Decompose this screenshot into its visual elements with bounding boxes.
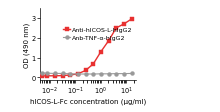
X-axis label: hICOS-L-Fc concentration (μg/ml): hICOS-L-Fc concentration (μg/ml) (30, 97, 146, 104)
Anti-hICOS-L-hIgG2 (61, 75, 64, 77)
Anb-TNF-α-hIgG2 (61, 73, 64, 74)
Anti-hICOS-L-hIgG2 (69, 75, 72, 76)
Anti-hICOS-L-hIgG2 (92, 64, 95, 65)
Anb-TNF-α-hIgG2 (46, 73, 48, 74)
Line: Anb-TNF-α-hIgG2: Anb-TNF-α-hIgG2 (40, 71, 134, 76)
Anti-hICOS-L-hIgG2 (84, 70, 87, 71)
Anti-hICOS-L-hIgG2 (46, 75, 48, 77)
Anti-hICOS-L-hIgG2 (107, 41, 110, 42)
Anti-hICOS-L-hIgG2 (115, 28, 118, 29)
Anb-TNF-α-hIgG2 (69, 73, 72, 75)
Line: Anti-hICOS-L-hIgG2: Anti-hICOS-L-hIgG2 (40, 18, 134, 78)
Anb-TNF-α-hIgG2 (53, 73, 56, 74)
Y-axis label: OD (490 nm): OD (490 nm) (23, 22, 30, 67)
Anti-hICOS-L-hIgG2 (100, 52, 102, 53)
Anti-hICOS-L-hIgG2 (130, 19, 133, 20)
Anb-TNF-α-hIgG2 (130, 73, 133, 74)
Anb-TNF-α-hIgG2 (92, 74, 95, 75)
Anti-hICOS-L-hIgG2 (123, 24, 125, 25)
Anb-TNF-α-hIgG2 (107, 73, 110, 75)
Anb-TNF-α-hIgG2 (123, 73, 125, 75)
Legend: Anti-hICOS-L-hIgG2, Anb-TNF-α-hIgG2: Anti-hICOS-L-hIgG2, Anb-TNF-α-hIgG2 (62, 27, 133, 41)
Anb-TNF-α-hIgG2 (41, 73, 43, 74)
Anb-TNF-α-hIgG2 (100, 73, 102, 75)
Anb-TNF-α-hIgG2 (77, 74, 79, 75)
Anb-TNF-α-hIgG2 (115, 73, 118, 75)
Anb-TNF-α-hIgG2 (84, 74, 87, 75)
Anti-hICOS-L-hIgG2 (41, 76, 43, 77)
Anti-hICOS-L-hIgG2 (77, 73, 79, 75)
Anti-hICOS-L-hIgG2 (53, 75, 56, 77)
